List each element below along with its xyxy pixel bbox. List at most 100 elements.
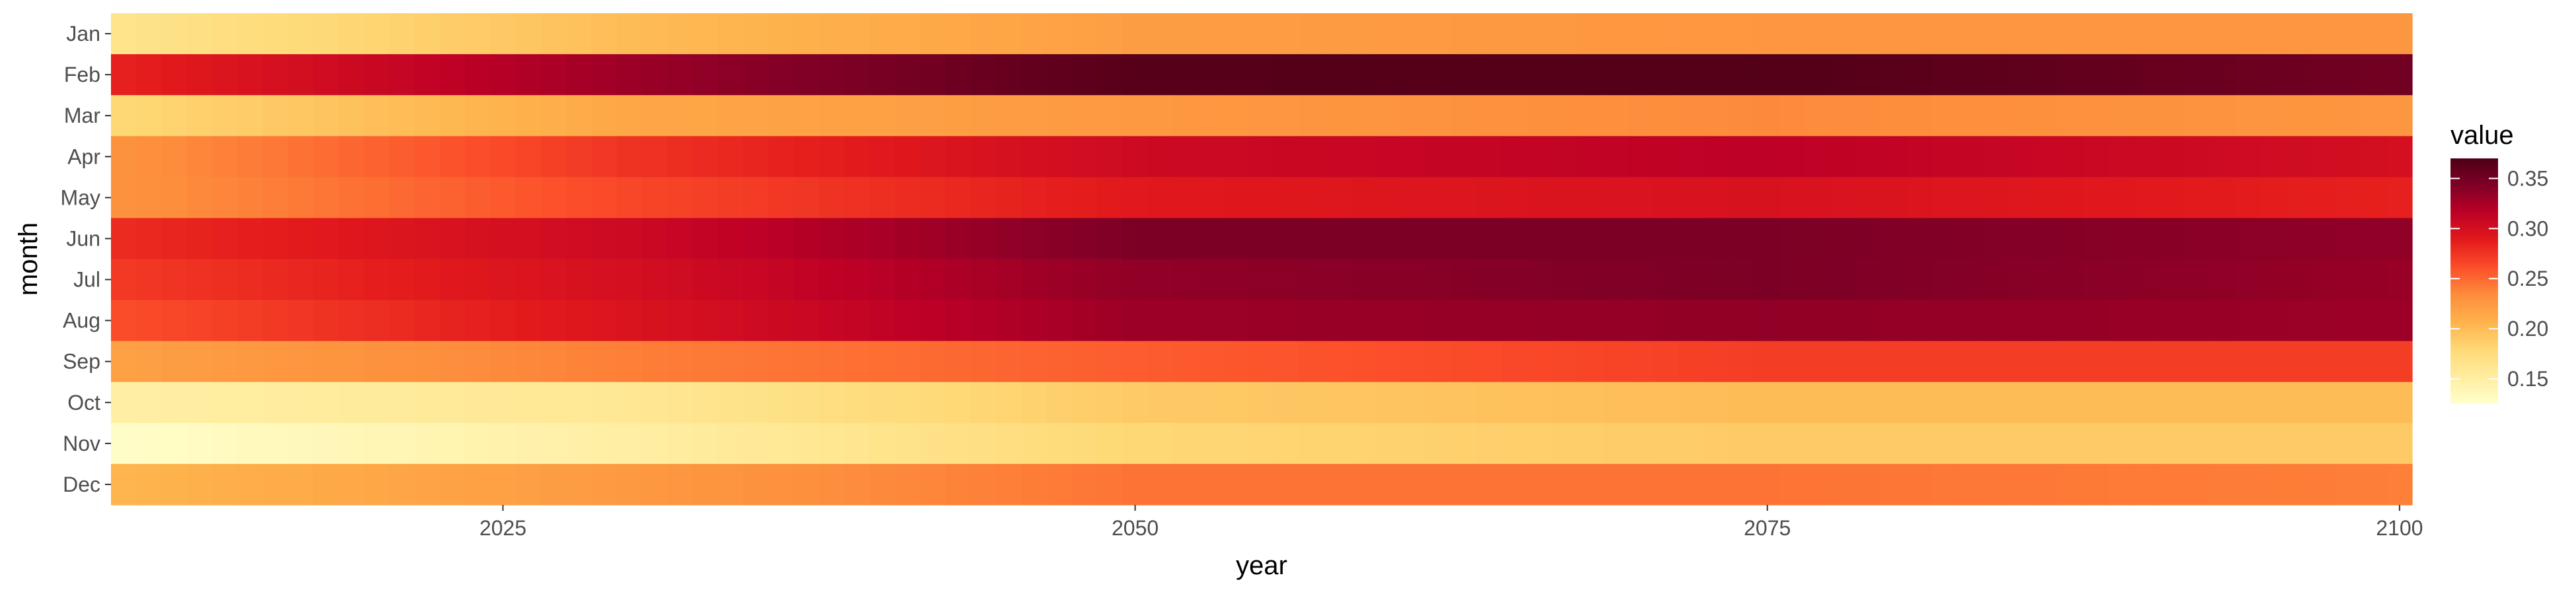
- heatmap-cell: [1931, 136, 1958, 178]
- heatmap-cell: [1906, 300, 1933, 342]
- heatmap-cell: [566, 95, 592, 137]
- heatmap-cell: [288, 300, 314, 342]
- heatmap-cell: [515, 54, 542, 96]
- heatmap-cell: [1956, 341, 1983, 383]
- heatmap-cell: [1046, 422, 1073, 465]
- heatmap-cell: [1046, 54, 1073, 96]
- heatmap-cell: [2285, 95, 2312, 137]
- heatmap-cell: [1375, 381, 1402, 424]
- heatmap-cell: [161, 136, 188, 178]
- heatmap-cell: [1324, 381, 1351, 424]
- heatmap-cell: [161, 54, 188, 96]
- heatmap-cell: [2260, 381, 2287, 424]
- heatmap-cell: [1931, 259, 1958, 301]
- heatmap-cell: [540, 136, 567, 178]
- heatmap-cell: [894, 341, 921, 383]
- heatmap-cell: [894, 422, 921, 465]
- heatmap-cell: [970, 259, 997, 301]
- heatmap-cell: [262, 422, 289, 465]
- heatmap-cell: [2058, 218, 2084, 260]
- heatmap-cell: [389, 341, 415, 383]
- heatmap-cell: [844, 177, 871, 219]
- heatmap-cell: [844, 218, 871, 260]
- heatmap-cell: [2386, 422, 2413, 465]
- heatmap-cell: [237, 341, 264, 383]
- x-axis-title: year: [1236, 551, 1287, 580]
- heatmap-cell: [743, 95, 769, 137]
- heatmap-cell: [591, 341, 618, 383]
- heatmap-cell: [237, 259, 264, 301]
- heatmap-cell: [2159, 13, 2186, 55]
- heatmap-cell: [111, 136, 137, 178]
- heatmap-cell: [1451, 218, 1478, 260]
- heatmap-cell: [996, 136, 1022, 178]
- heatmap-cell: [920, 300, 947, 342]
- heatmap-cell: [2007, 259, 2034, 301]
- heatmap-cell: [2235, 136, 2261, 178]
- heatmap-cell: [1324, 136, 1351, 178]
- heatmap-cell: [237, 177, 264, 219]
- heatmap-cell: [1425, 136, 1452, 178]
- heatmap-cell: [111, 259, 137, 301]
- heatmap-cell: [1350, 13, 1376, 55]
- heatmap-cell: [1552, 300, 1579, 342]
- heatmap-cell: [237, 54, 264, 96]
- heatmap-cell: [540, 177, 567, 219]
- heatmap-cell: [1324, 300, 1351, 342]
- heatmap-cell: [2260, 300, 2287, 342]
- heatmap-cell: [2007, 341, 2034, 383]
- heatmap-cell: [111, 13, 137, 55]
- heatmap-cell: [1046, 341, 1073, 383]
- heatmap-cell: [2083, 463, 2110, 506]
- heatmap-cell: [2361, 95, 2388, 137]
- heatmap-cell: [2083, 136, 2110, 178]
- heatmap-cell: [970, 54, 997, 96]
- heatmap-cell: [1122, 341, 1149, 383]
- heatmap-cell: [1805, 259, 1832, 301]
- heatmap-cell: [540, 341, 567, 383]
- heatmap-cell: [2133, 13, 2160, 55]
- heatmap-cell: [970, 300, 997, 342]
- heatmap-cell: [1476, 463, 1503, 506]
- heatmap-cell: [2108, 381, 2135, 424]
- heatmap-cell: [1527, 422, 1553, 465]
- heatmap-cell: [262, 381, 289, 424]
- heatmap-cell: [136, 300, 162, 342]
- heatmap-cell: [1122, 136, 1149, 178]
- heatmap-cell: [1881, 300, 1907, 342]
- heatmap-cell: [1400, 218, 1427, 260]
- heatmap-cell: [515, 300, 542, 342]
- heatmap-cell: [2260, 177, 2287, 219]
- heatmap-cell: [1400, 381, 1427, 424]
- heatmap-cell: [363, 259, 390, 301]
- heatmap-cell: [2260, 218, 2287, 260]
- heatmap-cell: [414, 300, 441, 342]
- heatmap-cell: [717, 422, 744, 465]
- heatmap-cell: [1754, 136, 1781, 178]
- heatmap-cell: [212, 54, 238, 96]
- heatmap-cell: [642, 136, 668, 178]
- heatmap-cell: [566, 259, 592, 301]
- heatmap-cell: [389, 463, 415, 506]
- heatmap-cell: [1248, 381, 1275, 424]
- heatmap-cell: [1956, 381, 1983, 424]
- heatmap-cell: [591, 13, 618, 55]
- heatmap-cell: [2007, 381, 2034, 424]
- heatmap-cell: [262, 13, 289, 55]
- heatmap-cell: [1653, 218, 1680, 260]
- y-tick-label: Jan: [66, 22, 100, 46]
- heatmap-cell: [1173, 300, 1199, 342]
- heatmap-cell: [1299, 177, 1326, 219]
- heatmap-cell: [161, 381, 188, 424]
- heatmap-cell: [1147, 13, 1174, 55]
- heatmap-cell: [920, 13, 947, 55]
- heatmap-cell: [1476, 95, 1503, 137]
- heatmap-cell: [2209, 463, 2236, 506]
- heatmap-cell: [1147, 177, 1174, 219]
- heatmap-cell: [1830, 177, 1857, 219]
- heatmap-cell: [894, 259, 921, 301]
- heatmap-cell: [793, 422, 820, 465]
- heatmap-cell: [2083, 422, 2110, 465]
- heatmap-cell: [1552, 463, 1579, 506]
- heatmap-cell: [1274, 177, 1301, 219]
